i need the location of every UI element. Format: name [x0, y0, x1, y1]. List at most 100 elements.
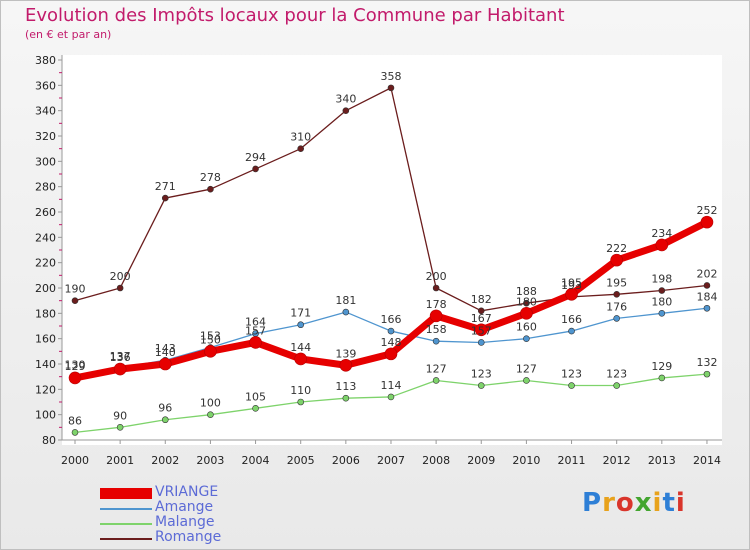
x-tick-label: 2009	[467, 454, 495, 467]
data-label-malange: 113	[335, 380, 356, 393]
data-label-romange: 202	[696, 267, 717, 280]
y-tick-label: 340	[35, 105, 56, 118]
data-point-vriange	[655, 238, 669, 252]
logo-letter: r	[602, 488, 616, 518]
x-tick-label: 2002	[151, 454, 179, 467]
data-point-malange	[613, 382, 620, 389]
x-tick-label: 2013	[648, 454, 676, 467]
data-point-amange	[523, 335, 530, 342]
data-point-vriange	[339, 358, 353, 372]
chart-subtitle: (en € et par an)	[25, 28, 112, 41]
chart-title: Evolution des Impôts locaux pour la Comm…	[25, 5, 565, 26]
data-point-romange	[432, 284, 440, 292]
data-point-romange	[477, 307, 485, 315]
data-label-romange: 271	[155, 180, 176, 193]
data-point-romange	[116, 284, 124, 292]
data-point-romange	[342, 107, 350, 114]
data-point-malange	[207, 411, 214, 418]
legend-swatch-vriange	[100, 488, 152, 499]
data-point-romange	[658, 287, 666, 294]
data-label-vriange: 139	[335, 347, 356, 360]
data-point-vriange	[113, 362, 127, 376]
y-tick-label: 300	[35, 155, 56, 168]
data-point-malange	[161, 416, 169, 424]
data-point-amange	[703, 304, 711, 312]
data-point-amange	[387, 327, 395, 335]
data-point-romange	[523, 299, 530, 307]
data-point-vriange	[700, 215, 714, 229]
legend-swatch-malange	[100, 523, 152, 525]
data-point-romange	[161, 194, 169, 202]
y-tick-label: 380	[35, 54, 56, 67]
data-label-romange: 193	[561, 279, 582, 292]
x-tick-label: 2007	[377, 454, 405, 467]
data-point-romange	[703, 282, 711, 289]
data-point-amange	[342, 308, 350, 316]
data-point-romange	[613, 291, 620, 298]
data-label-vriange: 157	[245, 324, 266, 337]
data-point-vriange	[294, 352, 308, 366]
y-tick-label: 240	[35, 231, 56, 244]
data-point-amange	[568, 327, 575, 335]
x-tick-label: 2010	[512, 454, 540, 467]
data-label-malange: 96	[158, 402, 172, 415]
data-point-malange	[342, 394, 350, 402]
data-point-vriange	[474, 323, 488, 337]
data-label-malange: 123	[561, 368, 582, 381]
data-label-amange: 180	[651, 295, 672, 308]
y-tick-label: 320	[35, 130, 56, 143]
x-tick-label: 2014	[693, 454, 721, 467]
logo-letter: o	[615, 488, 635, 518]
x-tick-label: 2005	[287, 454, 315, 467]
data-label-romange: 198	[651, 273, 672, 286]
data-label-vriange: 180	[516, 295, 537, 308]
data-label-malange: 127	[426, 362, 447, 375]
data-label-vriange: 195	[561, 276, 582, 289]
data-label-amange: 158	[426, 323, 447, 336]
y-tick-label: 120	[35, 383, 56, 396]
x-tick-label: 2011	[558, 454, 586, 467]
data-label-romange: 294	[245, 151, 266, 164]
data-label-vriange: 140	[155, 346, 176, 359]
data-label-romange: 200	[426, 270, 447, 283]
legend-label-romange: Romange	[155, 529, 222, 545]
y-tick-label: 200	[35, 282, 56, 295]
legend-swatch-romange	[100, 538, 152, 540]
data-point-romange	[387, 84, 395, 92]
data-label-vriange: 167	[471, 312, 492, 325]
data-point-malange	[116, 424, 124, 431]
data-label-amange: 164	[245, 316, 266, 329]
data-point-amange	[658, 310, 666, 317]
data-point-malange	[703, 370, 711, 378]
data-label-vriange: 144	[290, 341, 311, 354]
data-label-amange: 137	[110, 350, 131, 363]
data-label-romange: 200	[110, 270, 131, 283]
data-point-malange	[71, 429, 79, 436]
data-point-romange	[297, 145, 305, 152]
data-label-vriange: 148	[380, 336, 401, 349]
data-label-vriange: 136	[110, 351, 131, 364]
logo-letter: i	[675, 488, 686, 518]
data-label-vriange: 222	[606, 242, 627, 255]
data-point-vriange	[520, 307, 533, 320]
legend-label-amange: Amange	[155, 499, 214, 515]
data-point-romange	[207, 185, 214, 193]
x-tick-label: 2006	[332, 454, 360, 467]
data-label-vriange: 234	[651, 227, 672, 240]
x-tick-label: 2000	[61, 454, 89, 467]
data-point-romange	[252, 165, 259, 173]
proxiti-logo: Proxiti	[582, 488, 686, 518]
x-tick-label: 2001	[106, 454, 134, 467]
data-label-vriange: 129	[65, 360, 86, 373]
data-label-amange: 160	[516, 321, 537, 334]
data-point-malange	[658, 374, 666, 382]
data-label-malange: 105	[245, 390, 266, 403]
data-label-vriange: 150	[200, 333, 221, 346]
x-tick-label: 2008	[422, 454, 450, 467]
data-point-vriange	[249, 336, 262, 349]
data-label-malange: 100	[200, 397, 221, 410]
y-tick-label: 360	[35, 79, 56, 92]
data-label-malange: 90	[113, 409, 127, 422]
data-label-amange: 166	[561, 313, 582, 326]
legend-label-vriange: VRIANGE	[155, 484, 219, 500]
